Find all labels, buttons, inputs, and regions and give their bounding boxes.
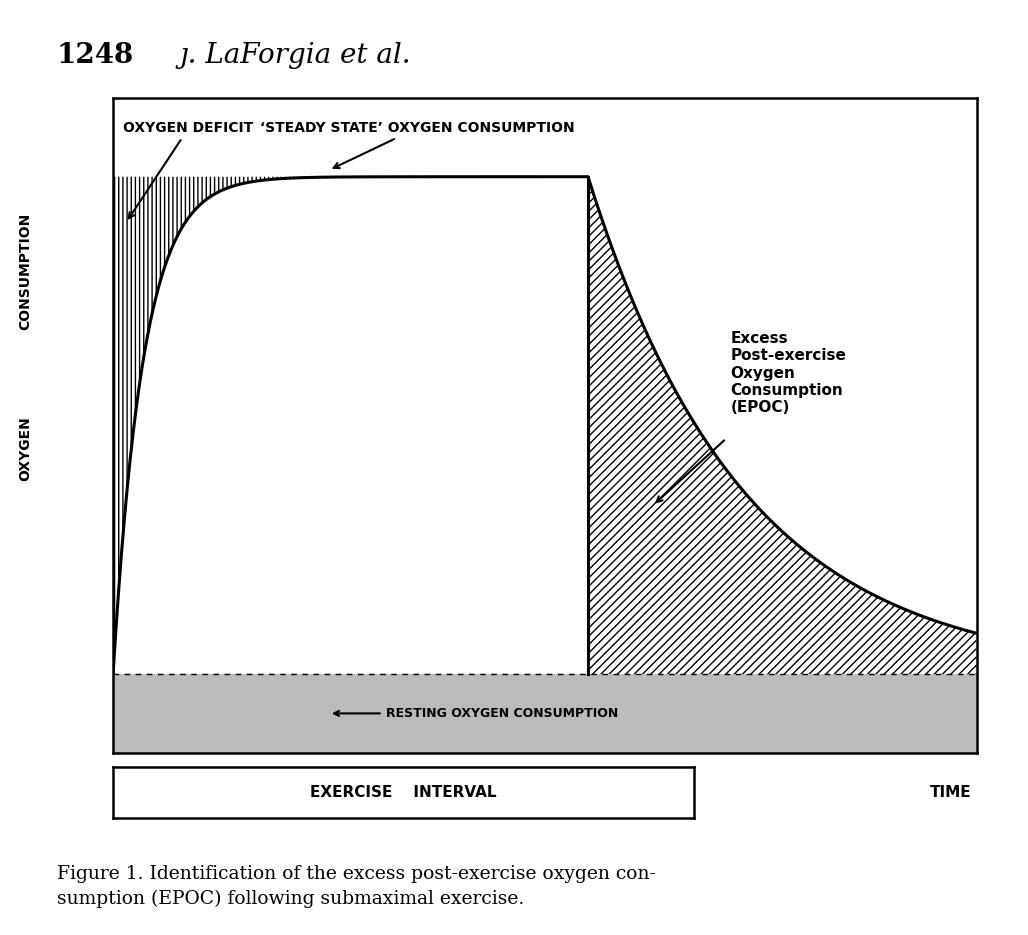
Text: OXYGEN: OXYGEN [19, 416, 33, 482]
Text: ȷ. LaForgia et al.: ȷ. LaForgia et al. [180, 42, 411, 69]
Text: Excess
Post-exercise
Oxygen
Consumption
(EPOC): Excess Post-exercise Oxygen Consumption … [731, 331, 846, 415]
Text: EXERCISE    INTERVAL: EXERCISE INTERVAL [310, 784, 497, 800]
Text: TIME: TIME [930, 785, 971, 800]
Text: sumption (EPOC) following submaximal exercise.: sumption (EPOC) following submaximal exe… [57, 890, 524, 909]
Text: CONSUMPTION: CONSUMPTION [19, 212, 33, 330]
Text: 1248: 1248 [57, 42, 134, 69]
Text: Figure 1. Identification of the excess post-exercise oxygen con-: Figure 1. Identification of the excess p… [57, 865, 656, 883]
Text: RESTING OXYGEN CONSUMPTION: RESTING OXYGEN CONSUMPTION [334, 707, 618, 720]
Text: OXYGEN DEFICIT: OXYGEN DEFICIT [123, 121, 254, 218]
Text: ‘STEADY STATE’ OXYGEN CONSUMPTION: ‘STEADY STATE’ OXYGEN CONSUMPTION [260, 121, 575, 168]
